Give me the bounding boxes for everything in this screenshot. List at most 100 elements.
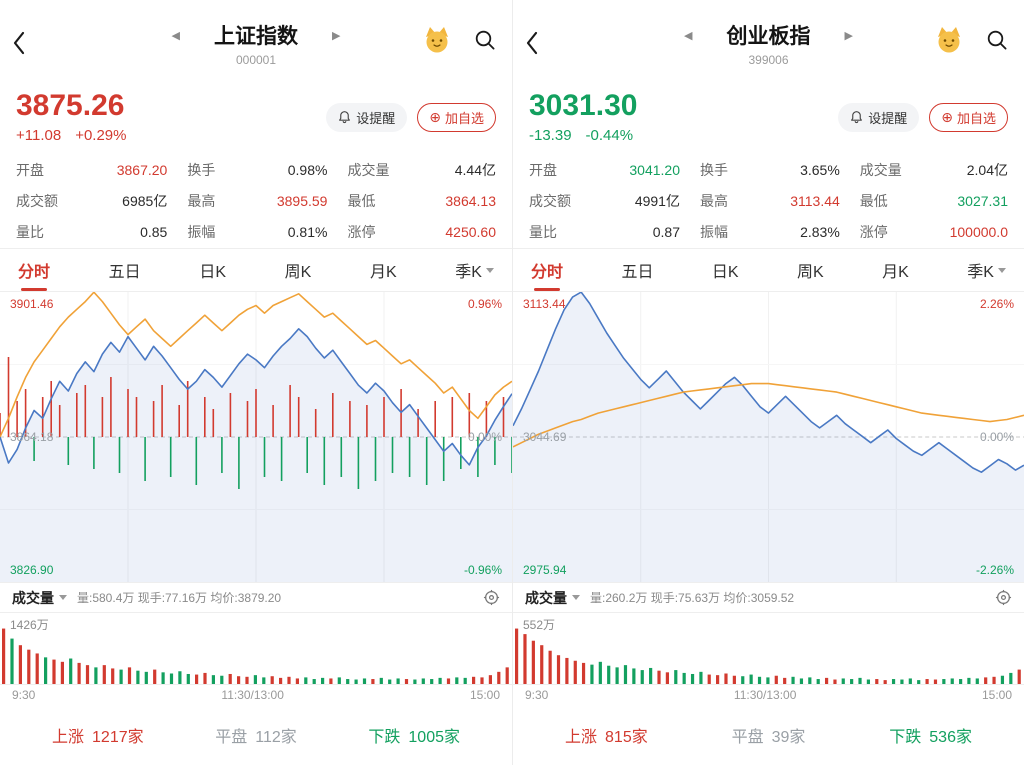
- price-change: +11.08: [16, 126, 62, 144]
- stat-low: 最低 3864.13: [347, 193, 496, 209]
- tab-day-k[interactable]: 日K: [199, 264, 226, 281]
- volume-indicator-row: 成交量 量:580.4万 现手:77.16万 均价:3879.20: [0, 582, 512, 612]
- volume-info-text: 量:260.2万 现手:75.63万 均价:3059.52: [590, 591, 795, 605]
- back-button[interactable]: [10, 28, 28, 61]
- breadth-decliners: 下跌 536家: [889, 729, 972, 746]
- stat-amount: 成交额 6985亿: [16, 193, 168, 209]
- volume-info-text: 量:580.4万 现手:77.16万 均价:3879.20: [77, 591, 282, 605]
- volume-peak-label: 1426万: [10, 618, 49, 632]
- volume-indicator-selector[interactable]: 成交量: [12, 588, 67, 608]
- set-alert-button[interactable]: 设提醒: [838, 102, 920, 132]
- price-block: 3875.26 +11.08 +0.29%: [16, 90, 126, 144]
- title-block: ◀ 上证指数 ▶ 000001: [0, 20, 512, 67]
- panel-header: ◀ 上证指数 ▶ 000001: [0, 0, 512, 80]
- next-index-arrow-icon[interactable]: ▶: [844, 29, 853, 42]
- back-button[interactable]: [523, 28, 541, 61]
- tab-quarter-k[interactable]: 季K: [455, 249, 494, 291]
- tab-week-k[interactable]: 周K: [284, 264, 312, 281]
- market-breadth: 上涨 815家 平盘 39家 下跌 536家: [513, 705, 1024, 765]
- chart-mid-pct-label: 0.00%: [467, 430, 502, 444]
- intraday-chart-canvas[interactable]: [513, 292, 1024, 582]
- tab-month-k[interactable]: 月K: [882, 264, 909, 281]
- chart-max-pct-label: 2.26%: [979, 297, 1014, 311]
- chevron-down-icon: [572, 595, 580, 600]
- price-change: -13.39: [529, 126, 572, 144]
- mascot-cat-button[interactable]: [422, 26, 452, 56]
- search-button[interactable]: [986, 29, 1008, 54]
- tab-5day[interactable]: 五日: [621, 264, 654, 281]
- stat-volume-ratio: 量比 0.85: [16, 224, 168, 240]
- mascot-cat-button[interactable]: [934, 26, 964, 56]
- header-actions: [422, 26, 496, 56]
- index-title: 上证指数: [214, 25, 298, 48]
- stat-volume: 成交量 4.44亿: [347, 162, 496, 178]
- time-midday: 11:30/13:00: [733, 688, 797, 702]
- volume-indicator-selector[interactable]: 成交量: [525, 588, 580, 608]
- time-open: 9:30: [12, 688, 36, 702]
- stat-turnover-rate: 换手 3.65%: [699, 162, 840, 178]
- prev-index-arrow-icon[interactable]: ◀: [171, 29, 180, 42]
- chart-min-pct-label: -2.26%: [975, 563, 1014, 577]
- time-axis: 9:30 11:30/13:00 15:00: [0, 685, 512, 705]
- intraday-chart-canvas[interactable]: [0, 292, 512, 582]
- current-price: 3875.26: [16, 89, 125, 123]
- tab-minute[interactable]: 分时: [18, 249, 50, 291]
- prev-index-arrow-icon[interactable]: ◀: [684, 29, 693, 42]
- tab-minute[interactable]: 分时: [531, 249, 563, 291]
- tab-month-k[interactable]: 月K: [369, 264, 397, 281]
- stat-amount: 成交额 4991亿: [529, 193, 680, 209]
- price-change-pct: -0.44%: [585, 126, 634, 144]
- time-open: 9:30: [525, 688, 549, 702]
- chart-mid-pct-label: 0.00%: [979, 430, 1014, 444]
- time-close: 15:00: [469, 688, 500, 702]
- breadth-unchanged: 平盘 112家: [215, 729, 297, 746]
- market-breadth: 上涨 1217家 平盘 112家 下跌 1005家: [0, 705, 512, 765]
- chart-mid-label: 3864.18: [10, 430, 54, 444]
- search-button[interactable]: [474, 29, 496, 54]
- intraday-chart[interactable]: 3113.44 2.26% 3044.69 0.00% 2975.94 -2.2…: [513, 292, 1024, 582]
- price-section: 3031.30 -13.39 -0.44% 设提醒 ⊕ 加自选: [513, 80, 1024, 154]
- stat-amplitude: 振幅 2.83%: [699, 224, 840, 240]
- add-watchlist-label: 加自选: [444, 110, 484, 126]
- stat-open: 开盘 3041.20: [529, 162, 680, 178]
- stat-limit-up: 涨停 4250.60: [347, 224, 496, 240]
- add-watchlist-button[interactable]: ⊕ 加自选: [417, 102, 496, 132]
- stat-amplitude: 振幅 0.81%: [187, 224, 328, 240]
- add-watchlist-label: 加自选: [956, 110, 996, 126]
- stat-high: 最高 3113.44: [699, 193, 840, 209]
- chevron-down-icon: [997, 267, 1006, 273]
- chart-max-label: 3113.44: [523, 297, 566, 311]
- header-actions: [934, 26, 1008, 56]
- back-icon: [526, 31, 538, 55]
- tab-day-k[interactable]: 日K: [711, 264, 739, 281]
- volume-chart[interactable]: 552万: [513, 612, 1024, 685]
- volume-chart[interactable]: 1426万: [0, 612, 512, 685]
- breadth-advancers: 上涨 815家: [565, 729, 648, 746]
- add-watchlist-button[interactable]: ⊕ 加自选: [929, 102, 1008, 132]
- next-index-arrow-icon[interactable]: ▶: [332, 29, 341, 42]
- cat-icon: [426, 27, 448, 53]
- intraday-chart[interactable]: 3901.46 0.96% 3864.18 0.00% 3826.90 -0.9…: [0, 292, 512, 582]
- stats-grid: 开盘 3867.20 换手 0.98% 成交量 4.44亿 成交额 6985亿 最高 38…: [0, 154, 512, 248]
- tab-5day[interactable]: 五日: [108, 264, 141, 281]
- action-buttons: 设提醒 ⊕ 加自选: [326, 102, 496, 132]
- tab-week-k[interactable]: 周K: [797, 264, 824, 281]
- volume-indicator-row: 成交量 量:260.2万 现手:75.63万 均价:3059.52: [513, 582, 1024, 612]
- chart-min-pct-label: -0.96%: [463, 563, 502, 577]
- tab-quarter-k[interactable]: 季K: [967, 249, 1006, 291]
- breadth-decliners: 下跌 1005家: [368, 729, 460, 746]
- chart-settings-button[interactable]: [995, 589, 1012, 606]
- breadth-unchanged: 平盘 39家: [731, 729, 806, 746]
- set-alert-button[interactable]: 设提醒: [326, 102, 408, 132]
- time-close: 15:00: [981, 688, 1012, 702]
- chart-min-label: 2975.94: [523, 563, 567, 577]
- bell-icon: [851, 111, 863, 124]
- chart-settings-button[interactable]: [483, 589, 500, 606]
- stat-volume: 成交量 2.04亿: [859, 162, 1008, 178]
- plus-circle-icon: ⊕: [941, 109, 953, 125]
- price-change-pct: +0.29%: [75, 126, 127, 144]
- chevron-down-icon: [59, 595, 67, 600]
- chevron-down-icon: [485, 267, 494, 273]
- action-buttons: 设提醒 ⊕ 加自选: [838, 102, 1008, 132]
- index-title: 创业板指: [726, 25, 811, 48]
